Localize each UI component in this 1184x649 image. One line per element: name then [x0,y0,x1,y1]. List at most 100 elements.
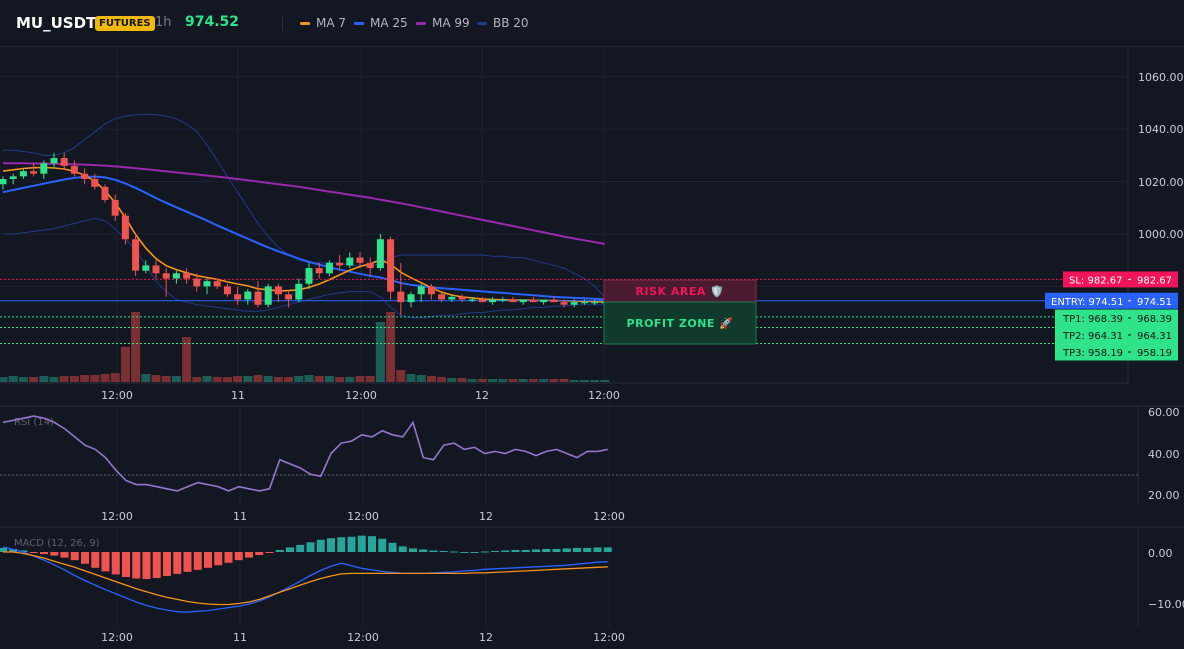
profit-zone-label: PROFIT ZONE 🚀 [627,317,734,330]
price-axis[interactable]: 1060.00 1040.00 1020.00 1000.00 [1138,71,1184,241]
volume-bar [0,377,8,382]
candle-body [458,296,466,300]
candle-body [499,299,507,301]
macd-hist-bar [501,550,510,552]
candle-body [468,299,476,301]
volume-bar [39,376,49,382]
volume-bar [273,377,283,382]
macd-hist-bar [50,552,59,556]
macd-hist-bar [60,552,69,558]
tp-tag-text: TP3: 958.19 [1062,348,1123,359]
macd-hist-bar [532,549,540,552]
volume-bar [528,379,538,382]
legend-bb20[interactable]: BB 20 [477,16,529,30]
macd-hist-bar [327,538,335,552]
volume-bar [69,376,79,382]
macd-hist-bar [214,552,223,566]
header-divider [282,15,283,31]
candle-body [376,239,384,269]
candle-body [540,299,548,303]
volume-bar [49,377,59,382]
candle-body [478,299,486,303]
macd-hist-bar [388,542,397,552]
candle-body [9,176,17,179]
candle-body [550,299,558,303]
volume-bar [80,375,90,382]
legend-ma7[interactable]: MA 7 [300,16,346,30]
macd-hist-bar [409,548,417,552]
macd-hist-bar [163,552,171,576]
candle-body [234,294,242,300]
legend-ma99[interactable]: MA 99 [416,16,470,30]
rsi-tick: 40.00 [1148,448,1180,461]
entry-tag: ENTRY: 974.51 974.51 [1045,292,1178,309]
symbol-name[interactable]: MU_USDT [16,14,97,32]
macd-hist-bar [81,552,89,564]
macd-hist-bar [419,549,428,552]
macd-hist-bar [552,548,561,552]
candle-body [274,286,282,295]
volume-bar [386,312,396,382]
volume-bar [171,376,181,382]
macd-hist-bar [183,552,192,572]
volume-bar [600,380,610,382]
trade-levels [0,278,1128,345]
candle-body [295,283,303,300]
macd-hist-bar [224,552,233,563]
candle-body [213,281,221,287]
macd-hist-bar [40,552,48,555]
rsi-line [2,415,608,492]
volume-bar [90,375,100,382]
macd-hist-bar [593,547,602,552]
rsi-tick: 20.00 [1148,489,1180,502]
rsi-panel[interactable]: RSI (14) 60.00 40.00 20.00 12:00 11 12:0… [0,406,1180,523]
candle-body [81,173,89,179]
macd-lines [2,546,608,613]
grid-lines [0,47,1128,626]
ma7-swatch [300,21,310,25]
volume-bar [365,376,375,382]
macd-hist-bar [29,552,38,553]
volume-bar [488,379,498,382]
entry-tag-bg [1045,292,1178,309]
candle-body [285,294,293,300]
time-tick: 12 [479,510,493,523]
candle-body [152,265,160,274]
volume-bars [0,312,610,382]
candle-body [560,302,568,305]
macd-hist-bar [439,550,448,552]
volume-bar [559,379,569,382]
tp-tag-3: TP3: 958.19 958.19 [1055,343,1178,361]
macd-hist-bar [583,547,592,552]
macd-tick: 0.00 [1148,547,1173,560]
time-tick: 12:00 [345,389,377,402]
candle-body [30,171,38,174]
volume-bar [590,380,600,382]
candle-body [19,171,27,177]
macd-hist-bar [255,552,264,556]
macd-hist-bar [132,552,141,579]
candle-body [509,299,517,303]
macd-hist-bar [573,547,581,552]
volume-bar [263,376,273,382]
volume-bar [294,376,304,382]
entry-tag-value: 974.51 [1137,297,1172,308]
candle-body [172,273,180,279]
volume-bar [375,322,385,382]
tp-tag-value: 958.19 [1137,348,1172,359]
macd-hist-bar [511,549,520,552]
candle-body [417,286,425,295]
macd-panel[interactable]: MACD (12, 26, 9) 0.00 −10.00 12:00 11 12… [0,535,1184,644]
price-tick: 1020.00 [1138,176,1184,189]
time-tick: 11 [231,389,245,402]
candle-body [570,302,578,305]
volume-bar [324,376,334,382]
risk-area-label: RISK AREA 🛡️ [636,285,725,298]
macd-hist-bar [9,548,18,552]
time-tick: 12:00 [101,389,133,402]
timeframe-selector[interactable]: 1h [155,15,172,30]
legend-ma25[interactable]: MA 25 [354,16,408,30]
volume-bar [59,376,69,382]
macd-hist-bar [70,552,79,561]
